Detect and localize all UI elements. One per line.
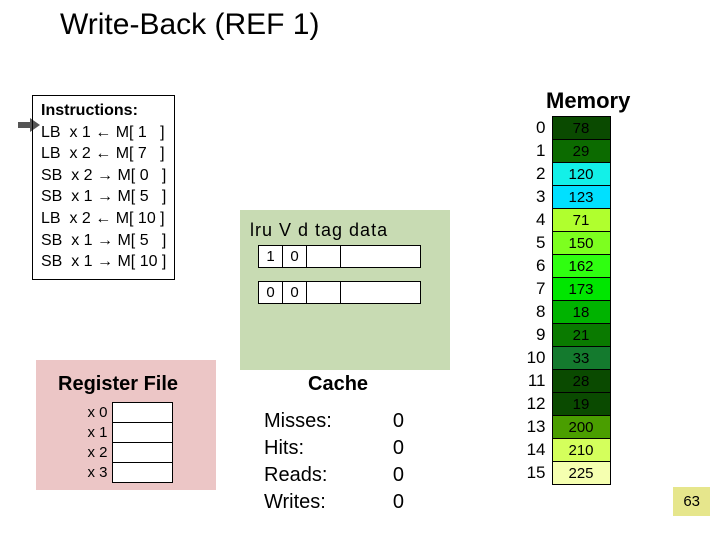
memory-address: 10	[516, 347, 552, 370]
memory-address: 6	[516, 255, 552, 278]
memory-address: 1	[516, 140, 552, 163]
memory-value: 123	[552, 186, 610, 209]
reg-name: x 1	[86, 423, 112, 443]
memory-row: 818	[516, 301, 610, 324]
memory-address: 14	[516, 439, 552, 462]
memory-panel: 0781292120312347151506162717381892110331…	[516, 116, 611, 485]
memory-address: 2	[516, 163, 552, 186]
instruction-row: LB x 2 ← M[ 10 ]	[41, 208, 166, 230]
memory-address: 11	[516, 370, 552, 393]
page-title: Write-Back (REF 1)	[60, 8, 319, 42]
memory-value: 78	[552, 117, 610, 140]
memory-address: 5	[516, 232, 552, 255]
stat-value: 0	[364, 435, 404, 462]
memory-row: 078	[516, 117, 610, 140]
memory-value: 225	[552, 462, 610, 485]
stat-value: 0	[364, 489, 404, 516]
memory-label: Memory	[546, 88, 630, 114]
stat-row: Reads:0	[264, 462, 404, 489]
memory-row: 1033	[516, 347, 610, 370]
memory-value: 200	[552, 416, 610, 439]
stat-key: Writes:	[264, 489, 364, 516]
memory-address: 9	[516, 324, 552, 347]
memory-value: 18	[552, 301, 610, 324]
instruction-row: SB x 1 → M[ 5 ]	[41, 230, 166, 252]
memory-row: 6162	[516, 255, 610, 278]
memory-value: 173	[552, 278, 610, 301]
memory-row: 14210	[516, 439, 610, 462]
instructions-header: Instructions:	[41, 100, 166, 122]
register-file-table: x 0 x 1 x 2 x 3	[86, 402, 173, 483]
memory-address: 8	[516, 301, 552, 324]
instruction-row: SB x 1 → M[ 5 ]	[41, 186, 166, 208]
memory-value: 21	[552, 324, 610, 347]
cache-cell-lru: 0	[259, 282, 283, 304]
cache-cell-data	[341, 282, 421, 304]
memory-value: 33	[552, 347, 610, 370]
stat-key: Hits:	[264, 435, 364, 462]
reg-name: x 3	[86, 463, 112, 483]
memory-value: 28	[552, 370, 610, 393]
memory-row: 129	[516, 140, 610, 163]
memory-value: 29	[552, 140, 610, 163]
instruction-row: SB x 2 → M[ 0 ]	[41, 165, 166, 187]
register-file-label: Register File	[58, 373, 178, 396]
stat-value: 0	[364, 408, 404, 435]
stat-row: Misses:0	[264, 408, 404, 435]
memory-row: 15225	[516, 462, 610, 485]
memory-value: 210	[552, 439, 610, 462]
memory-value: 71	[552, 209, 610, 232]
memory-address: 4	[516, 209, 552, 232]
memory-row: 471	[516, 209, 610, 232]
cache-cell-v: 0	[283, 246, 307, 268]
reg-value	[112, 423, 172, 443]
memory-address: 0	[516, 117, 552, 140]
cache-cell-v: 0	[283, 282, 307, 304]
instruction-row: LB x 2 ← M[ 7 ]	[41, 143, 166, 165]
page-number-badge: 63	[673, 487, 710, 516]
cache-cell-tag	[307, 246, 341, 268]
reg-name: x 2	[86, 443, 112, 463]
stat-key: Misses:	[264, 408, 364, 435]
reg-value	[112, 403, 172, 423]
memory-value: 162	[552, 255, 610, 278]
cache-stats: Misses:0 Hits:0 Reads:0 Writes:0	[264, 408, 404, 516]
memory-value: 19	[552, 393, 610, 416]
cache-cell-lru: 1	[259, 246, 283, 268]
reg-value	[112, 463, 172, 483]
memory-address: 15	[516, 462, 552, 485]
cache-cell-tag	[307, 282, 341, 304]
stat-key: Reads:	[264, 462, 364, 489]
memory-address: 3	[516, 186, 552, 209]
memory-address: 12	[516, 393, 552, 416]
memory-table: 0781292120312347151506162717381892110331…	[516, 116, 611, 485]
reg-name: x 0	[86, 403, 112, 423]
memory-value: 150	[552, 232, 610, 255]
memory-row: 7173	[516, 278, 610, 301]
cache-row: 1 0	[259, 246, 421, 268]
memory-row: 5150	[516, 232, 610, 255]
instructions-panel: Instructions: LB x 1 ← M[ 1 ] LB x 2 ← M…	[32, 95, 175, 280]
stat-value: 0	[364, 462, 404, 489]
cache-row: 0 0	[259, 282, 421, 304]
stat-row: Hits:0	[264, 435, 404, 462]
memory-row: 1219	[516, 393, 610, 416]
reg-value	[112, 443, 172, 463]
memory-value: 120	[552, 163, 610, 186]
instruction-row: LB x 1 ← M[ 1 ]	[41, 122, 166, 144]
cache-label: Cache	[308, 373, 368, 396]
memory-row: 1128	[516, 370, 610, 393]
memory-row: 13200	[516, 416, 610, 439]
instruction-row: SB x 1 → M[ 10 ]	[41, 251, 166, 273]
memory-row: 921	[516, 324, 610, 347]
memory-address: 13	[516, 416, 552, 439]
cache-table: 1 0 0 0	[258, 245, 421, 304]
memory-address: 7	[516, 278, 552, 301]
cache-cell-data	[341, 246, 421, 268]
stat-row: Writes:0	[264, 489, 404, 516]
memory-row: 2120	[516, 163, 610, 186]
cache-columns-header: lru V d tag data	[250, 220, 388, 241]
memory-row: 3123	[516, 186, 610, 209]
